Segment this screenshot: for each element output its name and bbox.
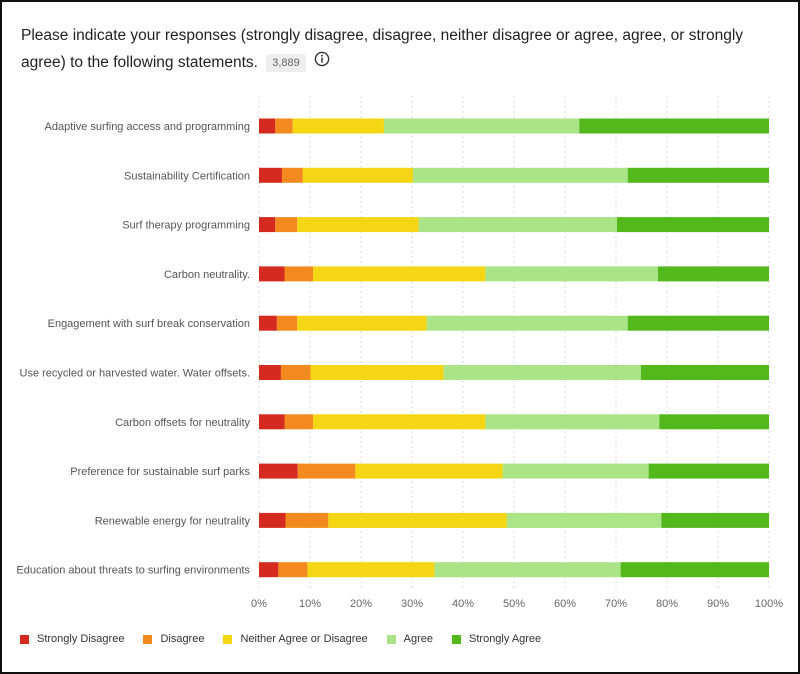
category-label: Surf therapy programming [122, 220, 250, 232]
legend-item[interactable]: Agree [386, 633, 434, 645]
bar-segment[interactable] [307, 562, 435, 578]
x-tick-label: 40% [452, 598, 474, 610]
x-tick-label: 100% [755, 598, 783, 610]
category-label: Engagement with surf break conservation [48, 318, 250, 330]
bar-segment[interactable] [280, 365, 311, 380]
legend-label: Strongly Agree [469, 633, 542, 645]
bar-segment[interactable] [661, 512, 769, 528]
bar-segment[interactable] [259, 463, 298, 479]
question-header: Please indicate your responses (strongly… [21, 22, 781, 76]
bar-segment[interactable] [443, 365, 641, 380]
bar-segment[interactable] [620, 562, 769, 578]
bar-segment[interactable] [302, 167, 414, 183]
legend-swatch [452, 634, 462, 644]
x-tick-label: 60% [554, 598, 576, 610]
bar-segment[interactable] [657, 266, 769, 282]
bar-segment[interactable] [313, 266, 486, 282]
bar-segment[interactable] [627, 167, 769, 183]
bar-segment[interactable] [285, 512, 329, 528]
bar-segment[interactable] [579, 118, 769, 134]
bar-segment[interactable] [648, 463, 769, 479]
chart-legend: Strongly Disagree Disagree Neither Agree o… [20, 633, 560, 645]
legend-swatch [223, 634, 233, 644]
bar-segment[interactable] [292, 118, 384, 134]
bar-segment[interactable] [284, 414, 314, 430]
category-label: Preference for sustainable surf parks [70, 466, 250, 478]
response-count-badge: 3,889 [266, 53, 306, 72]
category-label: Adaptive surfing access and programming [45, 121, 250, 133]
bar-segment[interactable] [275, 118, 293, 134]
bar-segment[interactable] [297, 315, 427, 331]
category-label: Carbon neutrality. [164, 269, 250, 281]
x-tick-label: 50% [503, 598, 525, 610]
bar-segment[interactable] [297, 217, 419, 233]
bar-segment[interactable] [259, 562, 279, 578]
x-tick-label: 30% [401, 598, 423, 610]
bar-segment[interactable] [413, 167, 628, 183]
bar-segment[interactable] [485, 414, 660, 430]
bar-segment[interactable] [259, 315, 277, 331]
bar-segment[interactable] [259, 118, 276, 134]
bar-segment[interactable] [659, 414, 769, 430]
bar-segment[interactable] [310, 365, 444, 380]
category-label: Carbon offsets for neutrality [115, 417, 250, 429]
legend-label: Neither Agree or Disagree [240, 633, 368, 645]
bar-segment[interactable] [627, 315, 769, 331]
legend-label: Disagree [160, 633, 205, 645]
x-tick-label: 20% [350, 598, 372, 610]
bar-segment[interactable] [506, 512, 662, 528]
legend-item[interactable]: Neither Agree or Disagree [223, 633, 368, 645]
bar-segment[interactable] [275, 217, 298, 233]
category-label: Sustainability Certification [124, 170, 250, 182]
bar-segment[interactable] [284, 266, 314, 282]
bar-segment[interactable] [259, 365, 281, 380]
legend-swatch [143, 634, 153, 644]
bar-segment[interactable] [276, 315, 298, 331]
x-tick-label: 80% [656, 598, 678, 610]
bar-segment[interactable] [297, 463, 356, 479]
bar-segment[interactable] [355, 463, 503, 479]
legend-label: Strongly Disagree [37, 633, 125, 645]
bar-segment[interactable] [434, 562, 621, 578]
x-tick-label: 0% [251, 598, 267, 610]
bar-segment[interactable] [259, 167, 282, 183]
legend-swatch [386, 634, 396, 644]
category-label: Use recycled or harvested water. Water o… [20, 368, 250, 380]
x-tick-label: 90% [707, 598, 729, 610]
bar-segment[interactable] [328, 512, 507, 528]
bar-segment[interactable] [617, 217, 769, 233]
x-tick-label: 70% [605, 598, 627, 610]
legend-item[interactable]: Strongly Disagree [20, 633, 124, 645]
bar-segment[interactable] [418, 217, 618, 233]
legend-swatch [20, 634, 29, 644]
bar-segment[interactable] [281, 167, 303, 183]
bar-segment[interactable] [259, 266, 285, 282]
bar-segment[interactable] [259, 414, 285, 430]
legend-item[interactable]: Strongly Agree [452, 633, 541, 645]
category-label: Education about threats to surfing envir… [16, 565, 250, 577]
bar-segment[interactable] [485, 266, 658, 282]
bar-segment[interactable] [502, 463, 649, 479]
bar-segment[interactable] [426, 315, 628, 331]
bar-segment[interactable] [259, 512, 286, 528]
category-label: Renewable energy for neutrality [95, 515, 251, 527]
x-tick-label: 10% [299, 598, 321, 610]
legend-item[interactable]: Disagree [143, 633, 204, 645]
bar-segment[interactable] [640, 365, 769, 380]
legend-label: Agree [403, 633, 434, 645]
question-text: Please indicate your responses (strongly… [21, 27, 744, 71]
bar-segment[interactable] [313, 414, 486, 430]
info-icon[interactable] [314, 49, 330, 76]
bar-segment[interactable] [383, 118, 580, 134]
bar-segment[interactable] [259, 217, 276, 233]
bar-segment[interactable] [278, 562, 308, 578]
